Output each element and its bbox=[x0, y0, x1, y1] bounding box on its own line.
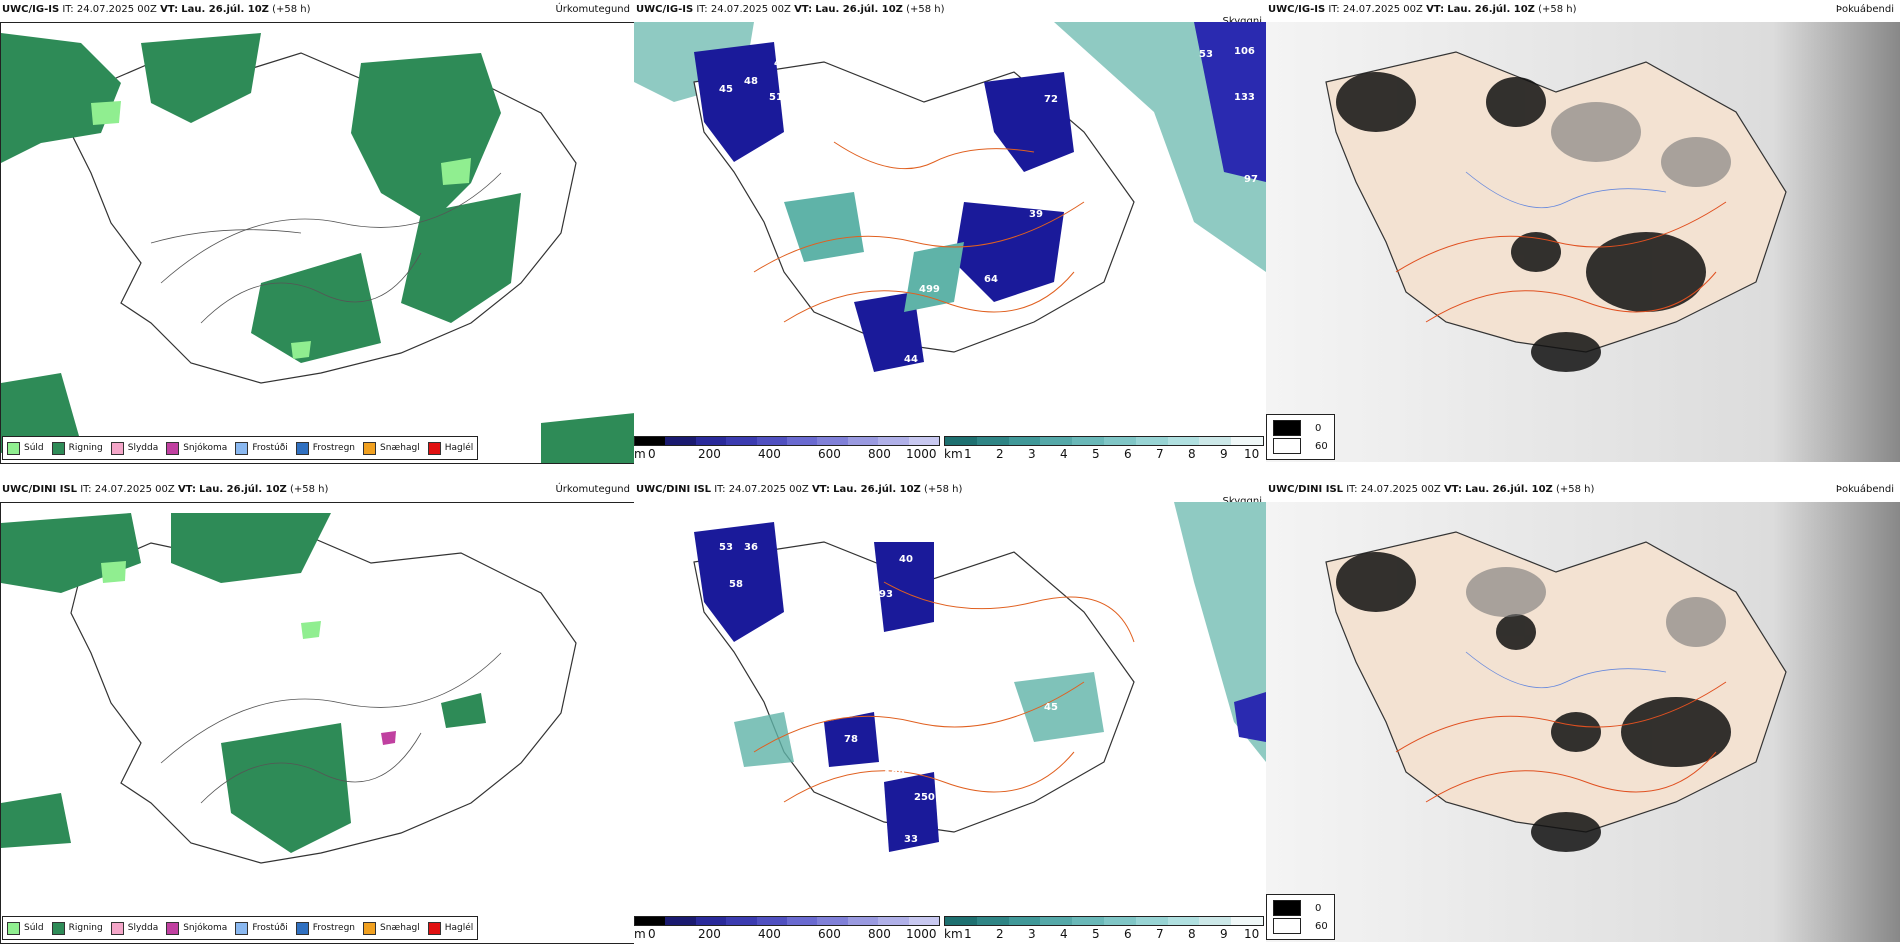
visibility-value: 64 bbox=[984, 274, 998, 285]
visibility-value: 51 bbox=[769, 92, 783, 103]
visibility-km-colorbar: km 1 2 3 4 5 6 7 8 9 10 bbox=[944, 436, 1264, 461]
visibility-value: 58 bbox=[729, 579, 743, 590]
legend-item: Frostúði bbox=[235, 441, 288, 455]
visibility-m-colorbar: m 0 200 400 600 800 1000 bbox=[634, 916, 940, 941]
visibility-value: 53 bbox=[1199, 49, 1213, 60]
panel-header: UWC/DINI ISL IT: 24.07.2025 00Z VT: Lau.… bbox=[636, 484, 963, 495]
panel-header: UWC/DINI ISL IT: 24.07.2025 00Z VT: Lau.… bbox=[1268, 484, 1595, 495]
visibility-value: 133 bbox=[1234, 92, 1255, 103]
panel-header: UWC/IG-IS IT: 24.07.2025 00Z VT: Lau. 26… bbox=[1268, 4, 1577, 15]
visibility-km-colorbar: km 1 2 3 4 5 6 7 8 9 10 bbox=[944, 916, 1264, 941]
panel-fog-index-top: UWC/IG-IS IT: 24.07.2025 00Z VT: Lau. 26… bbox=[1266, 0, 1900, 465]
fog-legend: 0 60 bbox=[1266, 894, 1335, 940]
fog-map bbox=[1266, 502, 1900, 942]
panel-header: UWC/IG-IS IT: 24.07.2025 00Z VT: Lau. 26… bbox=[2, 4, 311, 15]
visibility-map: 53 36 58 40 93 78 137 189 250 33 45 38 bbox=[634, 502, 1266, 902]
visibility-map: 49 149 45 48 51 53 106 133 97 72 39 64 4… bbox=[634, 22, 1266, 422]
visibility-value: 250 bbox=[914, 792, 935, 803]
panel-title: Skyggni bbox=[1222, 16, 1262, 27]
legend-item: Frostregn bbox=[295, 921, 355, 935]
visibility-value: 39 bbox=[1029, 209, 1043, 220]
fog-map bbox=[1266, 22, 1900, 462]
visibility-value: 78 bbox=[844, 734, 858, 745]
panel-precip-type-bottom: UWC/DINI ISL IT: 24.07.2025 00Z VT: Lau.… bbox=[0, 480, 636, 945]
panel-title: Skyggni bbox=[1222, 496, 1262, 507]
panel-title: Þokuábendi bbox=[1835, 4, 1894, 15]
visibility-value: 149 bbox=[869, 42, 890, 53]
legend-item: Rigning bbox=[51, 441, 103, 455]
legend-item: Slydda bbox=[110, 921, 158, 935]
visibility-m-colorbar: m 0 200 400 600 800 1000 bbox=[634, 436, 940, 461]
visibility-value: 93 bbox=[879, 589, 893, 600]
visibility-value: 53 bbox=[719, 542, 733, 553]
panel-visibility-top: UWC/IG-IS IT: 24.07.2025 00Z VT: Lau. 26… bbox=[634, 0, 1266, 465]
legend-item: Súld bbox=[7, 441, 44, 455]
visibility-value: 45 bbox=[1044, 702, 1058, 713]
legend-item: Frostúði bbox=[235, 921, 288, 935]
visibility-value: 189 bbox=[884, 769, 905, 780]
panel-title: Þokuábendi bbox=[1835, 484, 1894, 495]
panel-visibility-bottom: UWC/DINI ISL IT: 24.07.2025 00Z VT: Lau.… bbox=[634, 480, 1266, 945]
legend-item: Frostregn bbox=[295, 441, 355, 455]
visibility-value: 45 bbox=[719, 84, 733, 95]
precip-map bbox=[0, 502, 636, 944]
precip-map bbox=[0, 22, 636, 464]
visibility-value: 44 bbox=[904, 354, 918, 365]
legend-item: Haglél bbox=[427, 441, 473, 455]
legend-item: Snæhagl bbox=[363, 441, 420, 455]
panel-header: UWC/DINI ISL IT: 24.07.2025 00Z VT: Lau.… bbox=[2, 484, 329, 495]
visibility-value: 49 bbox=[774, 58, 788, 69]
fog-legend: 0 60 bbox=[1266, 414, 1335, 460]
visibility-value: 40 bbox=[899, 554, 913, 565]
visibility-value: 106 bbox=[1234, 46, 1255, 57]
visibility-value: 137 bbox=[899, 749, 920, 760]
visibility-value: 38 bbox=[694, 694, 708, 705]
legend-item: Snjókoma bbox=[166, 441, 227, 455]
visibility-value: 37 bbox=[699, 234, 713, 245]
precip-type-legend: Súld Rigning Slydda Snjókoma Frostúði Fr… bbox=[2, 916, 479, 940]
visibility-value: 36 bbox=[744, 542, 758, 553]
precip-type-legend: Súld Rigning Slydda Snjókoma Frostúði Fr… bbox=[2, 436, 479, 460]
panel-title: Úrkomutegund bbox=[555, 484, 630, 495]
visibility-value: 97 bbox=[1244, 174, 1258, 185]
visibility-value: 499 bbox=[919, 284, 940, 295]
legend-item: Súld bbox=[7, 921, 44, 935]
panel-header: UWC/IG-IS IT: 24.07.2025 00Z VT: Lau. 26… bbox=[636, 4, 945, 15]
panel-fog-index-bottom: UWC/DINI ISL IT: 24.07.2025 00Z VT: Lau.… bbox=[1266, 480, 1900, 945]
legend-item: Snæhagl bbox=[363, 921, 420, 935]
panel-title: Úrkomutegund bbox=[555, 4, 630, 15]
legend-item: Rigning bbox=[51, 921, 103, 935]
panel-precip-type-top: UWC/IG-IS IT: 24.07.2025 00Z VT: Lau. 26… bbox=[0, 0, 636, 465]
visibility-value: 48 bbox=[744, 76, 758, 87]
visibility-value: 33 bbox=[904, 834, 918, 845]
legend-item: Haglél bbox=[427, 921, 473, 935]
visibility-value: 72 bbox=[1044, 94, 1058, 105]
legend-item: Snjókoma bbox=[166, 921, 227, 935]
legend-item: Slydda bbox=[110, 441, 158, 455]
